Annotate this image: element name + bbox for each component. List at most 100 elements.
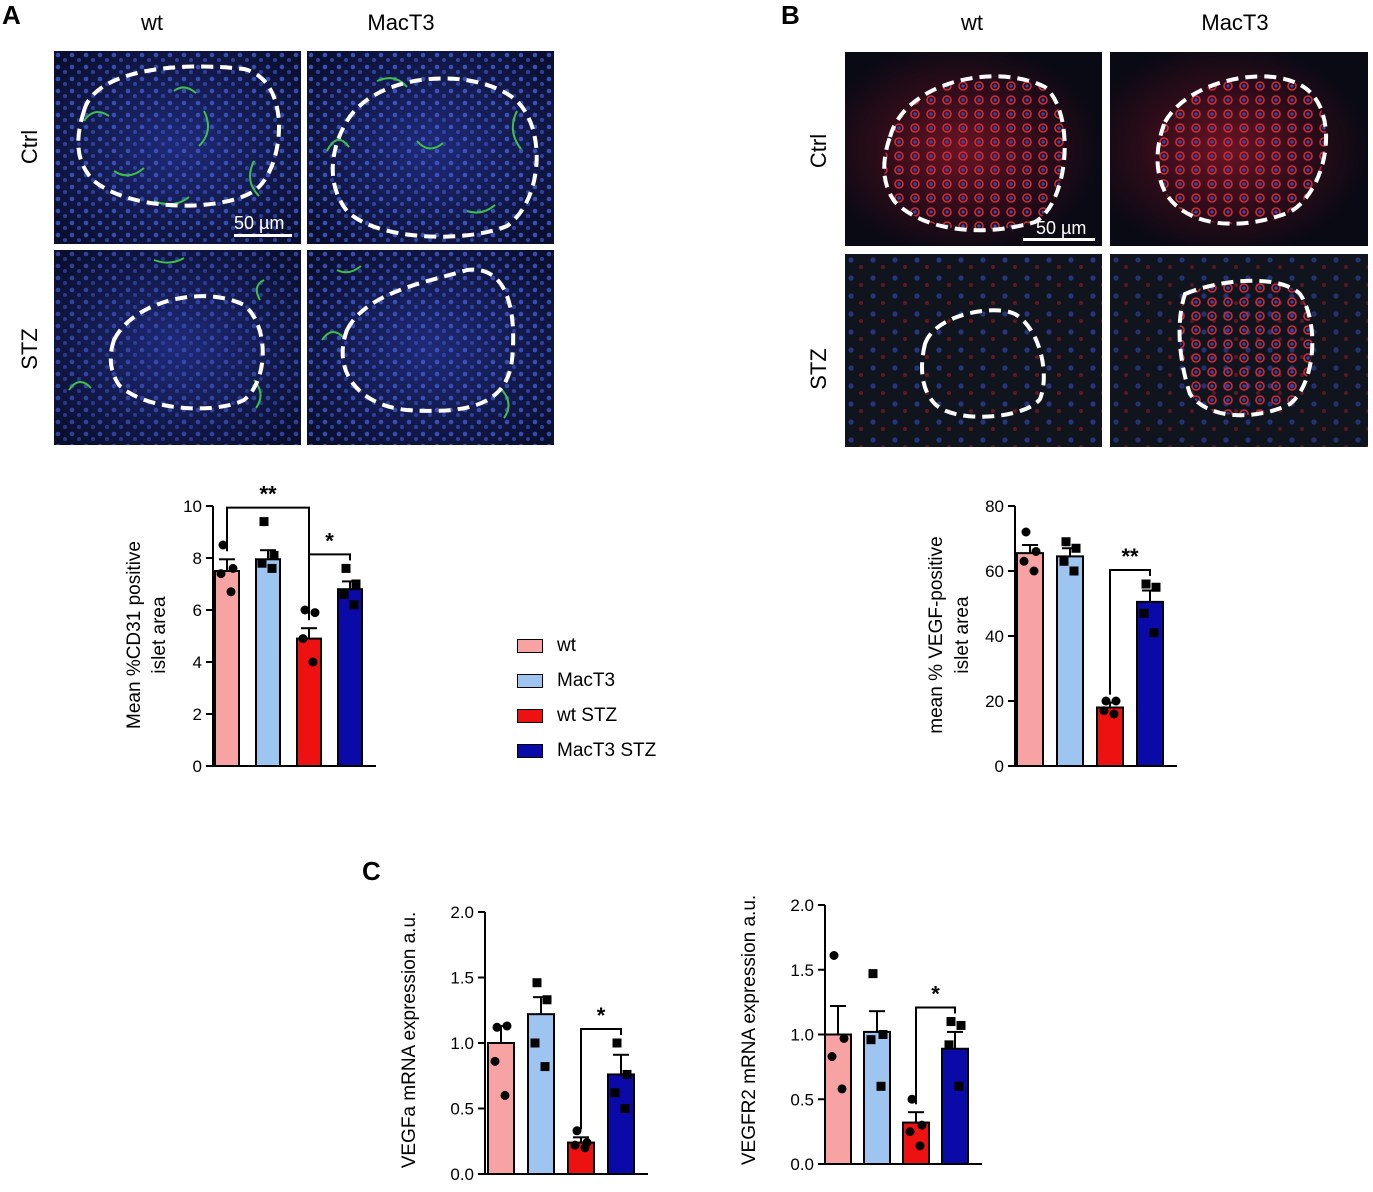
- column-label-mact3: MacT3: [367, 10, 435, 35]
- y-tick-label: 1.5: [450, 969, 474, 988]
- data-point: [259, 517, 269, 527]
- y-tick-label: 1.0: [450, 1034, 474, 1053]
- data-point: [540, 1062, 550, 1072]
- data-point: [905, 1127, 915, 1137]
- data-point: [218, 540, 228, 550]
- data-point: [1059, 556, 1069, 566]
- data-point: [866, 1035, 876, 1045]
- significance-label: **: [259, 482, 277, 507]
- y-tick-label: 0: [193, 757, 202, 776]
- data-point: [300, 605, 310, 615]
- y-tick-label: 60: [985, 562, 1004, 581]
- y-tick-label: 2.0: [790, 896, 814, 915]
- scale-bar-label-b: 50 µm: [1036, 218, 1087, 238]
- y-axis-label: VEGFR2 mRNA expression a.u.: [739, 895, 760, 1165]
- column-label-wt-b: wt: [961, 10, 983, 35]
- micrograph-a-mact3-ctrl: [307, 51, 554, 244]
- data-point: [1021, 527, 1031, 537]
- data-point: [216, 569, 226, 579]
- y-tick-label: 10: [183, 497, 202, 516]
- y-tick-label: 0.5: [450, 1100, 474, 1119]
- y-tick-label: 4: [193, 653, 202, 672]
- significance-bracket: [915, 1006, 956, 1105]
- data-point: [257, 558, 267, 568]
- micrograph-b-wt-stz: [845, 254, 1102, 447]
- legend-label: wt STZ: [557, 704, 618, 726]
- data-point: [1099, 706, 1109, 716]
- panel-letter-a: A: [2, 0, 21, 30]
- legend-label: wt: [557, 634, 576, 656]
- data-point: [868, 969, 878, 979]
- data-point: [1061, 537, 1071, 547]
- y-tick-label: 80: [985, 497, 1004, 516]
- panel-letter-c: C: [362, 856, 381, 886]
- row-label-stz-b: STZ: [806, 348, 831, 390]
- chart-vegfa-mrna: 0.0 0.5 1.0 1.5 2.0 VEGFa mRNA expression a.u…: [399, 903, 648, 1184]
- data-point: [298, 634, 308, 644]
- legend-label: MacT3: [557, 669, 616, 691]
- bar: [337, 588, 363, 767]
- column-label-mact3-b: MacT3: [1201, 10, 1269, 35]
- chart-vegf: 0 20 40 60 80 mean % VEGF-positive islet area *…: [926, 497, 1177, 776]
- scale-bar: [234, 234, 292, 237]
- data-point: [1071, 543, 1081, 553]
- bar: [1056, 555, 1084, 767]
- scale-bar-label: 50 µm: [234, 213, 285, 233]
- data-point: [341, 563, 351, 573]
- bar: [1136, 600, 1164, 767]
- data-point: [917, 1120, 927, 1130]
- data-point: [610, 1088, 620, 1098]
- data-point: [267, 563, 277, 573]
- significance-bracket: [308, 553, 351, 621]
- legend-swatch: [517, 673, 543, 688]
- data-point: [907, 1094, 917, 1104]
- row-label-stz: STZ: [17, 328, 42, 370]
- y-tick-label: 0.0: [450, 1165, 474, 1184]
- data-point: [1109, 709, 1119, 719]
- data-point: [351, 579, 361, 589]
- legend-label: MacT3 STZ: [557, 739, 657, 761]
- legend-item: wt STZ: [517, 698, 656, 733]
- data-point: [1149, 628, 1159, 638]
- legend-item: MacT3 STZ: [517, 733, 656, 768]
- data-point: [1101, 696, 1111, 706]
- bar: [863, 1030, 891, 1165]
- data-point: [837, 1084, 847, 1094]
- data-point: [570, 1140, 580, 1150]
- data-point: [1069, 566, 1079, 576]
- data-point: [1031, 547, 1041, 556]
- bar: [527, 1013, 555, 1176]
- data-point: [1019, 556, 1029, 566]
- data-point: [500, 1090, 510, 1100]
- data-point: [839, 1033, 849, 1043]
- legend-swatch: [517, 743, 543, 758]
- data-point: [954, 1081, 964, 1091]
- y-tick-label: 2.0: [450, 903, 474, 922]
- bar: [941, 1047, 969, 1165]
- micrograph-b-mact3-stz: [1110, 254, 1368, 447]
- data-point: [956, 1020, 966, 1030]
- legend-swatch: [517, 708, 543, 723]
- data-point: [310, 608, 320, 618]
- bar: [255, 558, 281, 767]
- micrograph-b-wt-ctrl: 50 µm: [845, 52, 1102, 246]
- y-tick-label: 6: [193, 601, 202, 620]
- chart-vegfr2-mrna: 0.0 0.5 1.0 1.5 2.0 VEGFR2 mRNA expression a.…: [739, 895, 982, 1174]
- significance-label: **: [1121, 544, 1139, 569]
- data-point: [620, 1104, 630, 1113]
- y-axis-label: mean % VEGF-positive: [926, 536, 947, 733]
- column-label-wt: wt: [141, 10, 163, 35]
- bar: [296, 637, 322, 768]
- legend-swatch: [517, 638, 543, 653]
- legend-item: wt: [517, 628, 656, 663]
- data-point: [308, 657, 318, 667]
- y-tick-label: 0.0: [790, 1155, 814, 1174]
- y-axis-label: islet area: [149, 596, 170, 674]
- y-tick-label: 1.5: [790, 961, 814, 980]
- data-point: [876, 1081, 886, 1091]
- data-point: [622, 1069, 632, 1079]
- bar: [1096, 706, 1124, 767]
- data-point: [490, 1056, 500, 1066]
- data-point: [1029, 566, 1039, 576]
